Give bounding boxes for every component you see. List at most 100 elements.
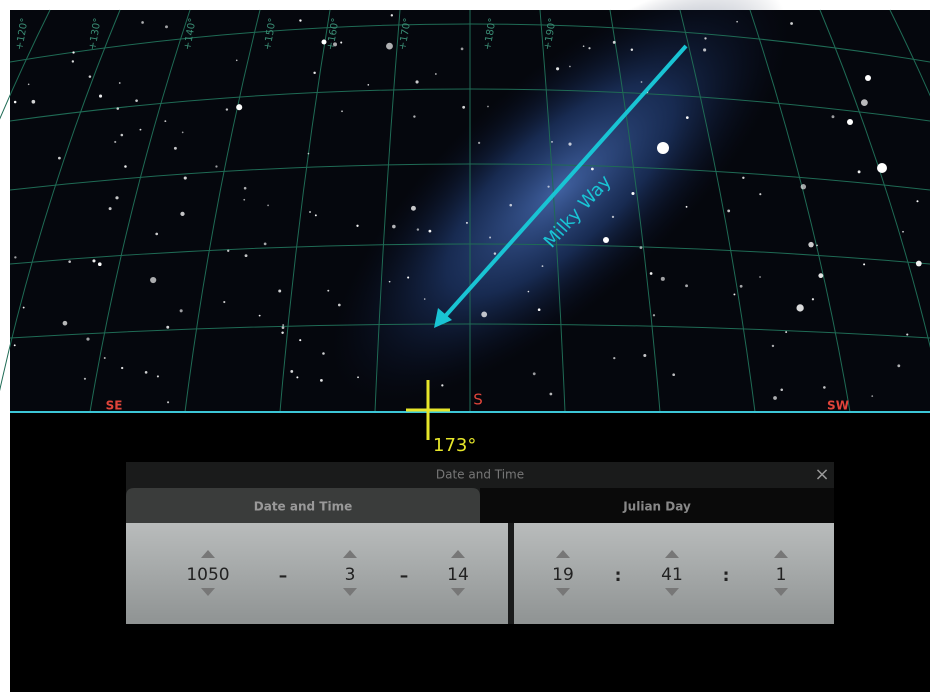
star — [897, 364, 901, 368]
spin-up[interactable] — [774, 550, 788, 558]
star — [341, 110, 343, 113]
star — [631, 192, 635, 196]
star — [14, 256, 17, 259]
star — [643, 353, 647, 358]
spin-value[interactable]: 41 — [661, 565, 683, 585]
azimuth-readout: 173° — [433, 435, 476, 456]
fields: 1050 3 14 19 41 1 – –:: — [186, 550, 788, 596]
star — [103, 357, 106, 359]
spin-down[interactable] — [201, 588, 215, 596]
star — [860, 99, 868, 107]
spin-up[interactable] — [556, 550, 570, 558]
close-button[interactable]: × — [814, 464, 829, 485]
star — [367, 83, 370, 86]
star — [551, 140, 553, 143]
star — [108, 207, 112, 211]
separator: : — [723, 566, 730, 586]
star — [537, 308, 541, 312]
tab-active[interactable] — [126, 488, 480, 523]
star — [808, 241, 814, 248]
star — [150, 276, 157, 284]
spin-value[interactable]: 14 — [447, 565, 469, 585]
spin-down[interactable] — [556, 588, 570, 596]
star — [156, 375, 159, 378]
star — [313, 71, 316, 75]
azimuth-line — [0, 9, 121, 392]
star — [181, 131, 184, 134]
star — [652, 314, 656, 317]
star — [13, 100, 17, 104]
star — [320, 378, 323, 382]
star — [568, 142, 572, 146]
spin-down[interactable] — [343, 588, 357, 596]
star — [800, 184, 807, 190]
altitude-line — [9, 163, 930, 191]
star — [118, 82, 121, 84]
separator: : — [615, 566, 622, 586]
star — [435, 73, 437, 75]
star — [509, 203, 513, 207]
star — [22, 306, 25, 309]
star — [13, 344, 16, 347]
star — [167, 401, 170, 404]
star — [173, 146, 177, 150]
spin-up[interactable] — [201, 550, 215, 558]
star — [462, 105, 466, 109]
spin-up[interactable] — [665, 550, 679, 558]
star — [413, 115, 416, 118]
star — [71, 60, 75, 63]
star — [771, 344, 775, 348]
star — [243, 198, 246, 201]
star — [144, 371, 148, 374]
star — [460, 47, 464, 51]
spin-value[interactable]: 3 — [345, 565, 356, 585]
star — [410, 205, 416, 211]
star — [703, 48, 707, 52]
star — [263, 242, 267, 246]
star — [258, 314, 261, 317]
star — [685, 205, 688, 208]
star — [164, 120, 167, 123]
star — [407, 276, 410, 279]
star — [902, 230, 904, 233]
spin-down[interactable] — [451, 588, 465, 596]
spin-value[interactable]: 1 — [776, 565, 787, 585]
star — [780, 388, 784, 392]
crosshair — [406, 380, 450, 440]
spin-up[interactable] — [451, 550, 465, 558]
bright-star — [603, 237, 609, 243]
star — [116, 107, 120, 110]
azimuth-line — [819, 9, 930, 349]
azimuth-line — [609, 9, 661, 413]
spin-up[interactable] — [343, 550, 357, 558]
star — [267, 204, 269, 207]
star — [139, 128, 142, 131]
star — [86, 337, 90, 341]
spin-down[interactable] — [665, 588, 679, 596]
star — [871, 395, 874, 397]
star — [423, 298, 426, 300]
star — [307, 152, 310, 155]
star — [27, 83, 30, 86]
star — [733, 293, 736, 296]
bright-star — [865, 75, 871, 81]
bright-star — [877, 163, 887, 173]
star — [120, 133, 124, 137]
star — [386, 42, 393, 50]
tab[interactable] — [480, 488, 834, 523]
star — [811, 298, 815, 301]
spin-value[interactable]: 19 — [552, 565, 574, 585]
star — [357, 376, 359, 379]
altitude-line — [9, 243, 930, 265]
star — [88, 75, 92, 78]
star — [569, 65, 571, 68]
spin-down[interactable] — [774, 588, 788, 596]
star — [124, 165, 127, 168]
star — [428, 229, 432, 233]
bright-star — [657, 142, 669, 154]
spin-value[interactable]: 1050 — [186, 565, 229, 585]
star — [223, 300, 226, 304]
star — [322, 352, 325, 355]
star — [72, 51, 75, 54]
star — [58, 156, 61, 160]
